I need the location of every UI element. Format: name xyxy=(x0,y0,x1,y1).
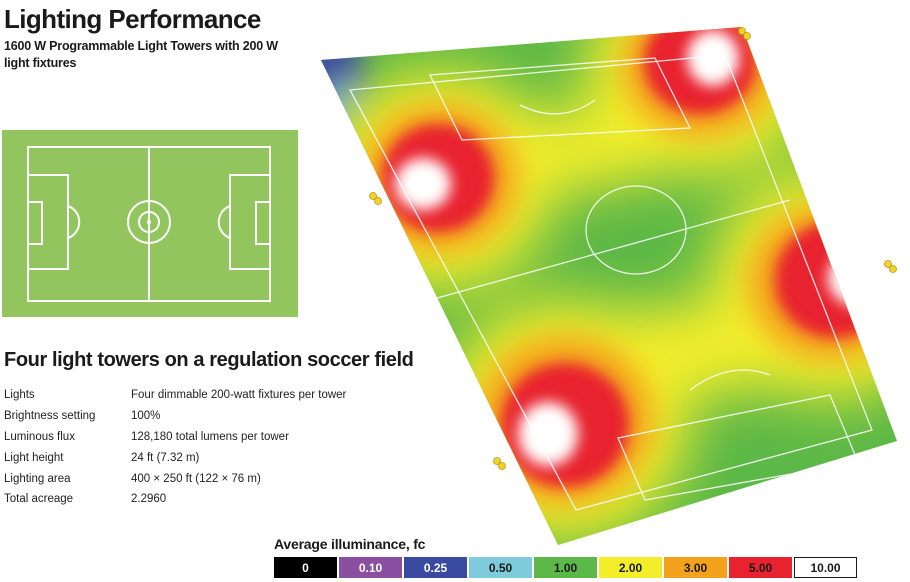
penalty-arc-right xyxy=(217,205,231,239)
specs-table: Lights Four dimmable 200-watt fixtures p… xyxy=(4,385,364,510)
page-subtitle: 1600 W Programmable Light Towers with 20… xyxy=(4,39,278,70)
heatmap-center-circle xyxy=(585,185,687,275)
spec-row: Lights Four dimmable 200-watt fixtures p… xyxy=(4,385,364,406)
spec-label: Lights xyxy=(4,389,35,402)
spec-row: Lighting area 400 × 250 ft (122 × 76 m) xyxy=(4,468,364,489)
legend-swatch: 5.00 xyxy=(729,557,792,578)
heatmap-halfway-line xyxy=(429,199,791,301)
light-tower-icon xyxy=(738,27,751,40)
heatmap-penalty-arc-bottom xyxy=(689,369,771,391)
light-tower-markers xyxy=(369,27,897,470)
spec-label: Light height xyxy=(4,451,64,464)
spec-value: 128,180 total lumens per tower xyxy=(131,430,289,443)
spec-row: Total acreage 2.2960 xyxy=(4,489,364,510)
spec-value: Four dimmable 200-watt fixtures per towe… xyxy=(131,389,347,402)
spec-row: Luminous flux 128,180 total lumens per t… xyxy=(4,427,364,448)
spec-value: 100% xyxy=(131,410,161,423)
spec-value: 24 ft (7.32 m) xyxy=(131,451,200,464)
spec-label: Brightness setting xyxy=(4,410,96,423)
legend-swatch: 10.00 xyxy=(794,557,857,578)
legend-swatch: 1.00 xyxy=(534,557,597,578)
spec-row: Light height 24 ft (7.32 m) xyxy=(4,447,364,468)
legend-swatch: 0.10 xyxy=(339,557,402,578)
soccer-field-diagram xyxy=(2,130,298,317)
light-tower-icon xyxy=(884,260,897,273)
center-circle xyxy=(127,200,171,244)
penalty-arc-left xyxy=(67,205,81,239)
center-spot xyxy=(147,220,151,224)
heatmap-penalty-area-top xyxy=(428,57,692,141)
page-title: Lighting Performance xyxy=(4,4,261,34)
light-tower-icon xyxy=(493,457,506,470)
center-inner-circle xyxy=(138,211,160,233)
heatmap-penalty-arc-top xyxy=(519,99,596,115)
legend-swatch: 0 xyxy=(274,557,337,578)
legend-swatch: 2.00 xyxy=(599,557,662,578)
section-title: Four light towers on a regulation soccer… xyxy=(4,349,414,371)
spec-label: Total acreage xyxy=(4,493,74,506)
legend-title: Average illuminance, fc xyxy=(274,536,426,552)
goal-area-right xyxy=(255,201,271,245)
legend-swatch: 0.25 xyxy=(404,557,467,578)
spec-value: 2.2960 xyxy=(131,493,167,506)
heatmap-field-boundary xyxy=(348,54,873,511)
legend: 0 0.10 0.25 0.50 1.00 2.00 3.00 5.00 10.… xyxy=(274,557,857,578)
legend-swatch: 0.50 xyxy=(469,557,532,578)
spec-label: Luminous flux xyxy=(4,430,75,443)
spec-label: Lighting area xyxy=(4,472,71,485)
legend-swatch: 3.00 xyxy=(664,557,727,578)
light-tower-icon xyxy=(369,192,382,205)
spec-value: 400 × 250 ft (122 × 76 m) xyxy=(131,472,261,485)
goal-area-left xyxy=(27,201,43,245)
spec-row: Brightness setting 100% xyxy=(4,406,364,427)
